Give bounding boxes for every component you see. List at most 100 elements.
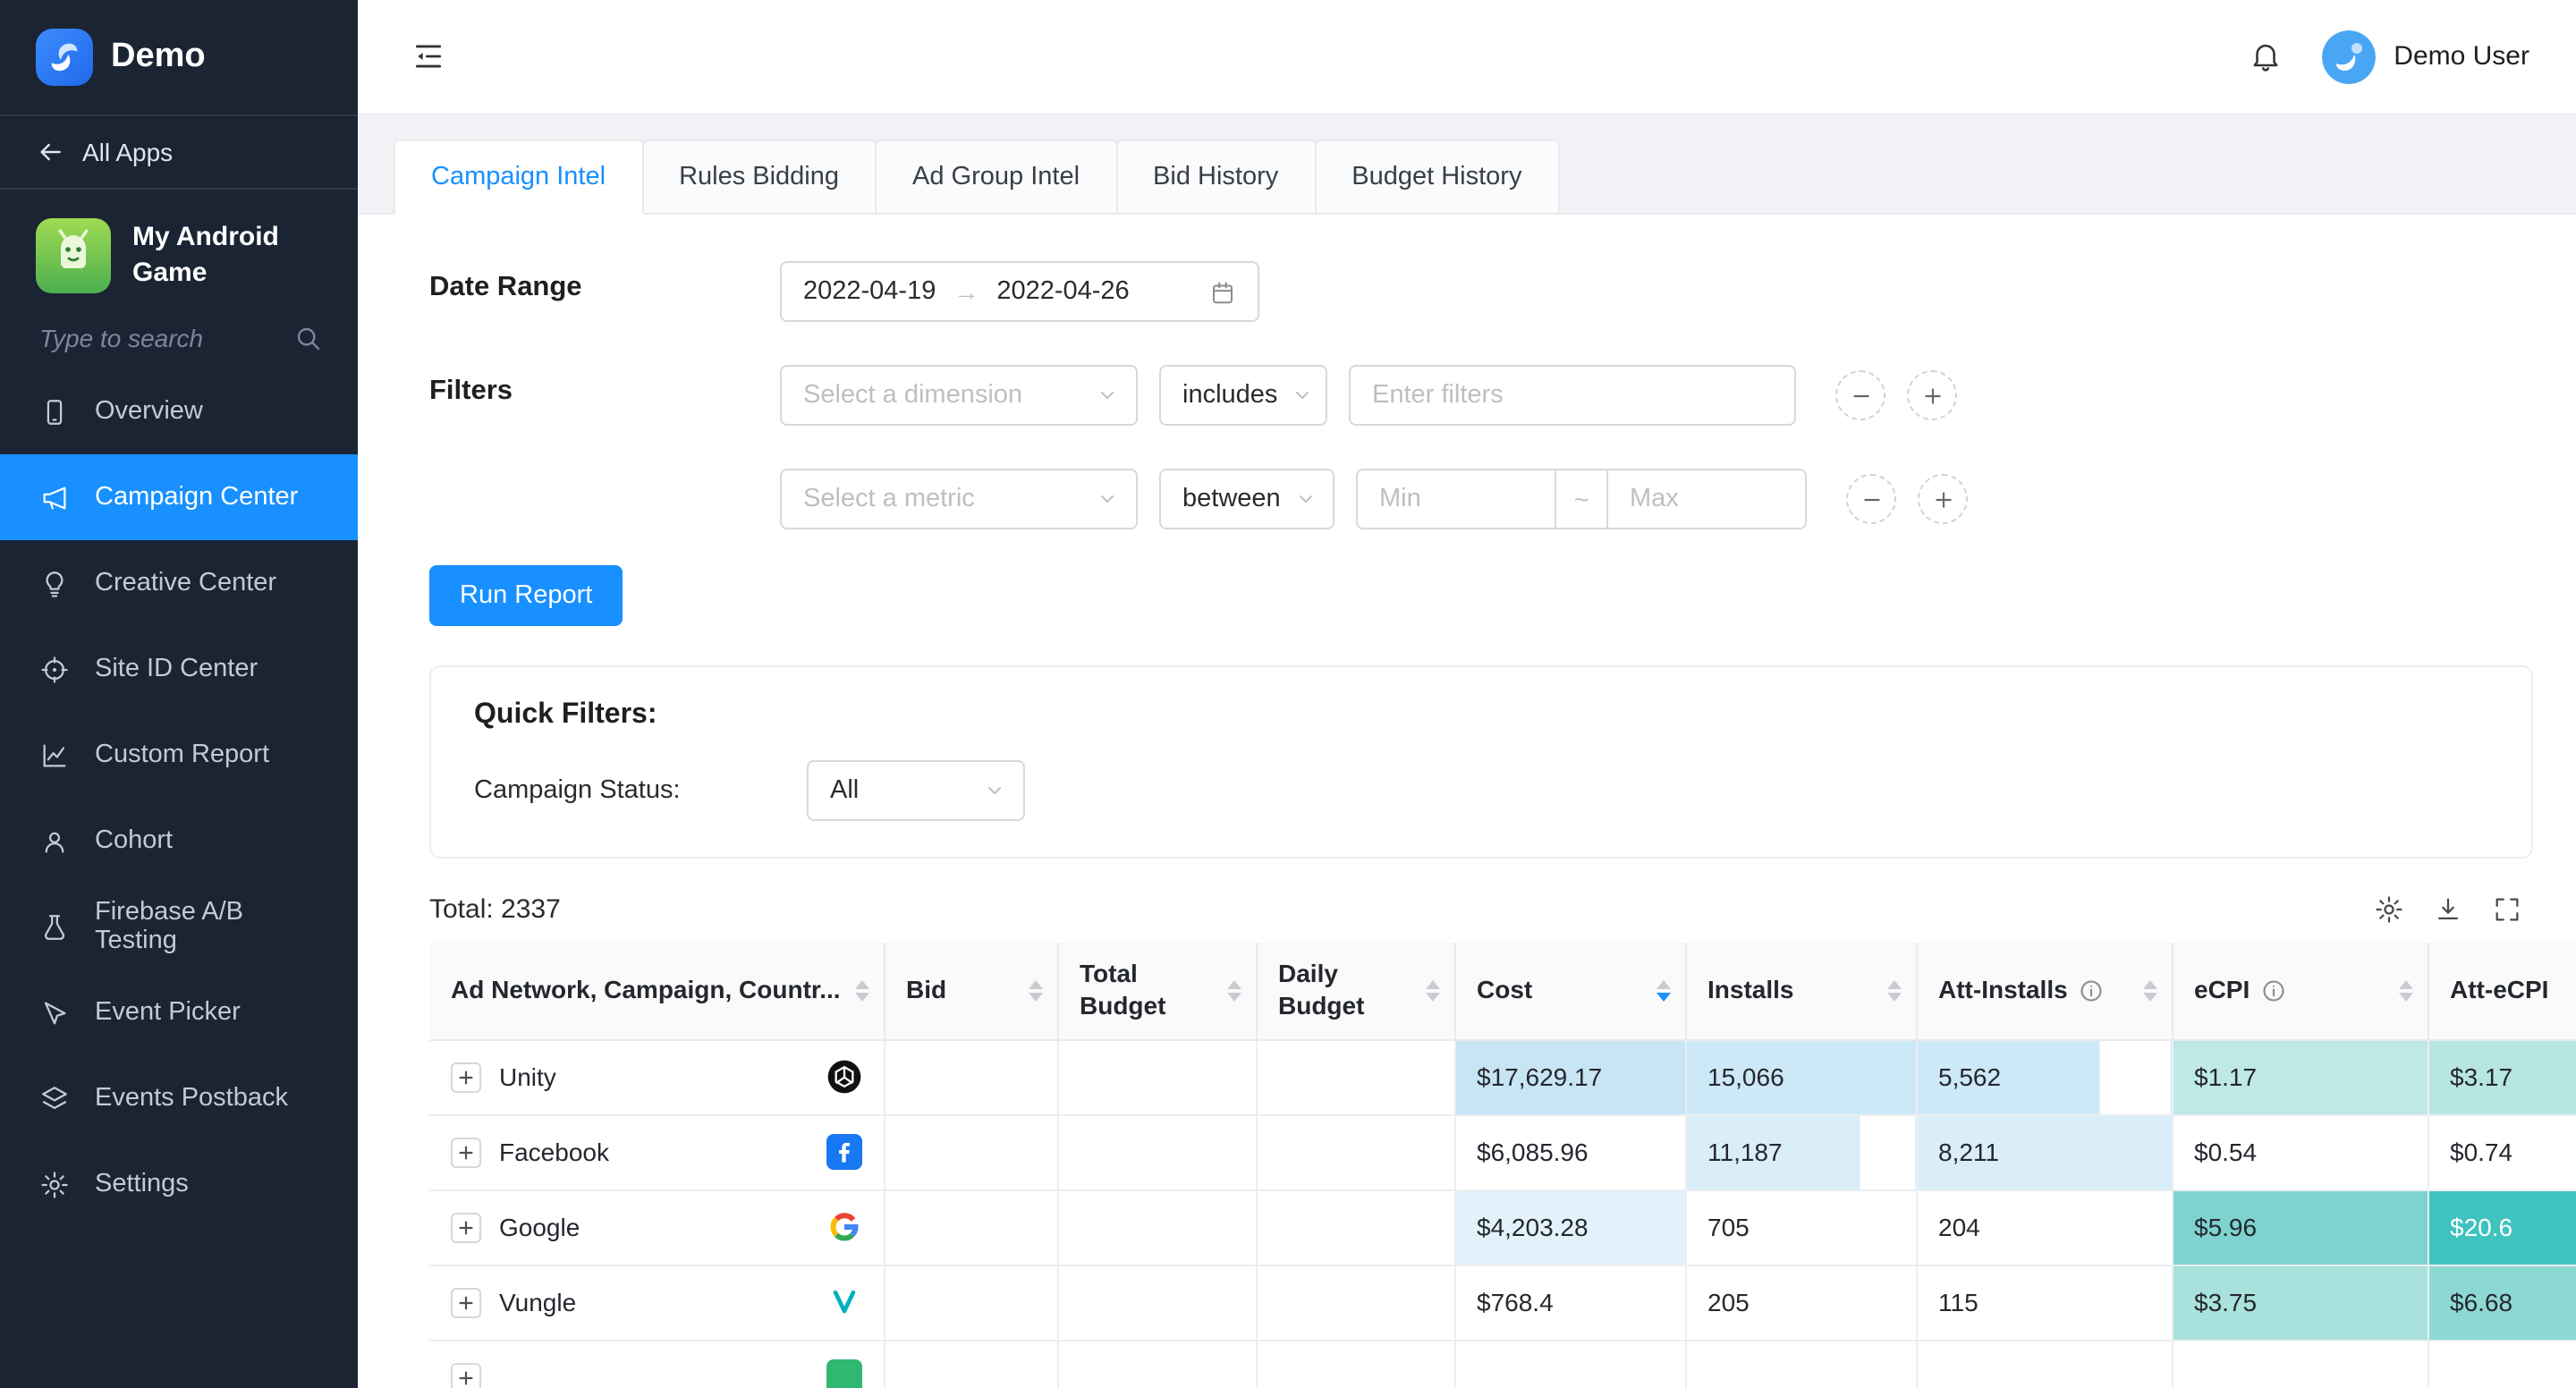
all-apps-back[interactable]: All Apps xyxy=(0,114,358,190)
sidebar-item-overview[interactable]: Overview xyxy=(0,368,358,454)
tab-campaign-intel[interactable]: Campaign Intel xyxy=(394,140,644,215)
fullscreen-button[interactable] xyxy=(2492,894,2522,925)
current-app[interactable]: My Android Game xyxy=(0,190,358,311)
ecpi-cell: $1.17 xyxy=(2172,1039,2428,1115)
download-icon xyxy=(2437,898,2459,920)
sidebar-item-site-id-center[interactable]: Site ID Center xyxy=(0,626,358,712)
campaign-intel-panel: Date Range 2022-04-19 → 2022-04-26 xyxy=(358,213,2576,1388)
layers-icon xyxy=(42,1086,67,1109)
column-label: Att-Installs xyxy=(1938,975,2068,1003)
sidebar-item-creative-center[interactable]: Creative Center xyxy=(0,540,358,626)
sidebar-item-label: Events Postback xyxy=(95,1084,288,1113)
dimension-select[interactable]: Select a dimension xyxy=(780,365,1138,426)
notification-bell-button[interactable] xyxy=(2249,39,2283,73)
tab-label: Rules Bidding xyxy=(679,163,840,191)
expand-row-button[interactable] xyxy=(451,1137,481,1167)
total-budget-cell xyxy=(1057,1340,1257,1388)
range-separator: ~ xyxy=(1556,469,1606,529)
minus-icon xyxy=(1852,394,1868,397)
dimension-filter-input[interactable] xyxy=(1349,365,1796,426)
gear-icon xyxy=(2376,896,2402,923)
user-menu[interactable]: Demo User xyxy=(2322,30,2529,83)
minus-icon xyxy=(1863,497,1879,501)
sidebar-item-event-picker[interactable]: Event Picker xyxy=(0,969,358,1055)
sidebar-search xyxy=(36,322,322,354)
column-label: Bid xyxy=(906,975,947,1003)
sidebar-item-custom-report[interactable]: Custom Report xyxy=(0,712,358,798)
date-range-picker[interactable]: 2022-04-19 → 2022-04-26 xyxy=(780,261,1259,322)
tab-ad-group-intel[interactable]: Ad Group Intel xyxy=(875,140,1118,215)
tab-budget-history[interactable]: Budget History xyxy=(1314,140,1560,215)
sort-carets xyxy=(1414,979,1439,1002)
campaign-status-select[interactable]: All xyxy=(807,760,1025,821)
col-ecpi[interactable]: eCPI xyxy=(2172,943,2428,1040)
remove-dimension-filter-button[interactable] xyxy=(1835,370,1885,420)
tab-label: Ad Group Intel xyxy=(912,163,1080,191)
sidebar-item-cohort[interactable]: Cohort xyxy=(0,798,358,884)
table-settings-button[interactable] xyxy=(2374,894,2404,925)
download-button[interactable] xyxy=(2433,894,2463,925)
expand-row-button[interactable] xyxy=(451,1287,481,1317)
run-report-button[interactable]: Run Report xyxy=(429,565,623,626)
campaign-status-value: All xyxy=(830,776,860,805)
metric-min-input[interactable] xyxy=(1356,469,1556,529)
network-cell: Unity xyxy=(429,1039,885,1115)
col-total-budget[interactable]: Total Budget xyxy=(1057,943,1257,1040)
column-label: Total Budget xyxy=(1080,959,1166,1020)
col-installs[interactable]: Installs xyxy=(1685,943,1917,1040)
bulb-icon xyxy=(46,571,64,597)
add-dimension-filter-button[interactable] xyxy=(1907,370,1957,420)
metric-select[interactable]: Select a metric xyxy=(780,469,1138,529)
gear-icon xyxy=(41,1171,68,1198)
topbar: Demo User xyxy=(358,0,2576,114)
att-ecpi-cell: $3.17 xyxy=(2428,1039,2576,1115)
tab-bid-history[interactable]: Bid History xyxy=(1115,140,1317,215)
add-metric-filter-button[interactable] xyxy=(1918,474,1968,524)
col-bid[interactable]: Bid xyxy=(884,943,1058,1040)
tab-rules-bidding[interactable]: Rules Bidding xyxy=(641,140,877,215)
info-icon[interactable] xyxy=(2260,978,2285,1003)
dimension-operator-select[interactable]: includes xyxy=(1159,365,1327,426)
sidebar-item-label: Settings xyxy=(95,1170,189,1198)
menu-fold-icon xyxy=(415,45,442,68)
expand-row-button[interactable] xyxy=(451,1062,481,1092)
plus-icon xyxy=(459,1370,473,1384)
filters-label-spacer xyxy=(429,469,780,479)
main-area: Demo User Campaign Intel Rules Bidding A… xyxy=(358,0,2576,1388)
quick-filters-title: Quick Filters: xyxy=(474,699,657,730)
sidebar-collapse-button[interactable] xyxy=(411,39,445,73)
att-ecpi-cell: $0.74 xyxy=(2428,1114,2576,1190)
expand-row-button[interactable] xyxy=(451,1362,481,1388)
sidebar-item-label: Overview xyxy=(95,397,203,426)
col-cost[interactable]: Cost xyxy=(1454,943,1686,1040)
sidebar-item-firebase-ab-testing[interactable]: Firebase A/B Testing xyxy=(0,884,358,969)
col-att-installs[interactable]: Att-Installs xyxy=(1916,943,2173,1040)
sort-carets xyxy=(843,979,869,1002)
info-icon[interactable] xyxy=(2079,978,2104,1003)
remove-metric-filter-button[interactable] xyxy=(1846,474,1896,524)
col-ad-network[interactable]: Ad Network, Campaign, Countr... xyxy=(429,943,885,1040)
col-daily-budget[interactable]: Daily Budget xyxy=(1256,943,1455,1040)
sidebar-item-campaign-center[interactable]: Campaign Center xyxy=(0,454,358,540)
col-att-ecpi[interactable]: Att-eCPI xyxy=(2428,943,2576,1040)
sidebar-item-events-postback[interactable]: Events Postback xyxy=(0,1055,358,1141)
sidebar-item-settings[interactable]: Settings xyxy=(0,1141,358,1227)
sort-carets xyxy=(1876,979,1901,1002)
expand-row-button[interactable] xyxy=(451,1212,481,1242)
network-cell: Vungle xyxy=(429,1265,885,1341)
target-icon xyxy=(41,656,68,682)
calendar-icon xyxy=(1209,278,1236,305)
cursor-icon xyxy=(44,1001,66,1024)
att-installs-cell: 5,562 xyxy=(1916,1039,2173,1115)
column-label: Ad Network, Campaign, Countr... xyxy=(451,975,841,1003)
date-end: 2022-04-26 xyxy=(996,277,1130,306)
network-name: Google xyxy=(499,1213,580,1241)
sort-carets xyxy=(2387,979,2412,1002)
metric-max-input[interactable] xyxy=(1606,469,1807,529)
app-icon xyxy=(36,218,111,293)
bid-cell xyxy=(884,1340,1058,1388)
installs-cell xyxy=(1685,1340,1917,1388)
metric-operator-select[interactable]: between xyxy=(1159,469,1335,529)
sidebar-search-input[interactable] xyxy=(36,322,293,354)
